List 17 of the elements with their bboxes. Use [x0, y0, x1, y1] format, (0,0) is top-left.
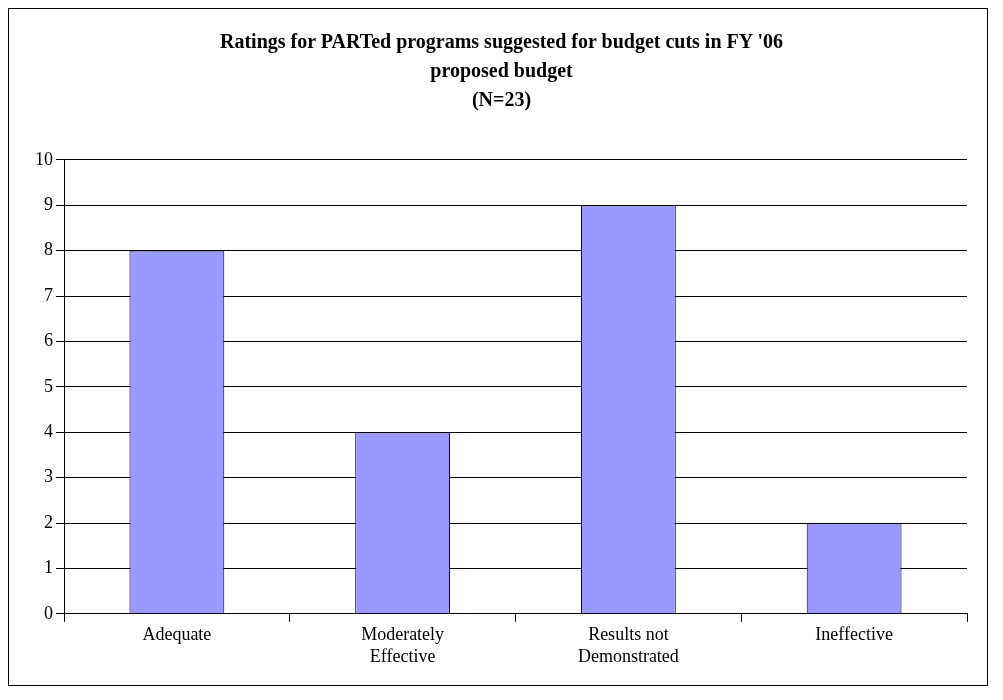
y-tick-label: 10 [35, 148, 53, 169]
x-tick-label: Adequate [142, 624, 212, 645]
y-tick-label: 6 [44, 330, 53, 351]
chart-subtitle: (N=23) [470, 87, 533, 113]
chart-title: Ratings for PARTed programs suggested for budget cuts in FY '06 proposed budget [219, 29, 784, 84]
x-tick-label: Results not Demonstrated [577, 624, 679, 666]
y-tick-label: 3 [44, 466, 53, 487]
y-tick-label: 2 [44, 511, 53, 532]
y-tick-label: 0 [44, 602, 53, 623]
x-tick-label: Moderately Effective [361, 624, 445, 666]
y-tick-label: 5 [44, 375, 53, 396]
x-tick-label: Ineffective [815, 624, 893, 645]
y-tick-label: 9 [44, 193, 53, 214]
y-tick-label: 8 [44, 239, 53, 260]
y-tick-label: 1 [44, 557, 53, 578]
y-tick-label: 7 [44, 284, 53, 305]
y-tick-label: 4 [44, 420, 53, 441]
